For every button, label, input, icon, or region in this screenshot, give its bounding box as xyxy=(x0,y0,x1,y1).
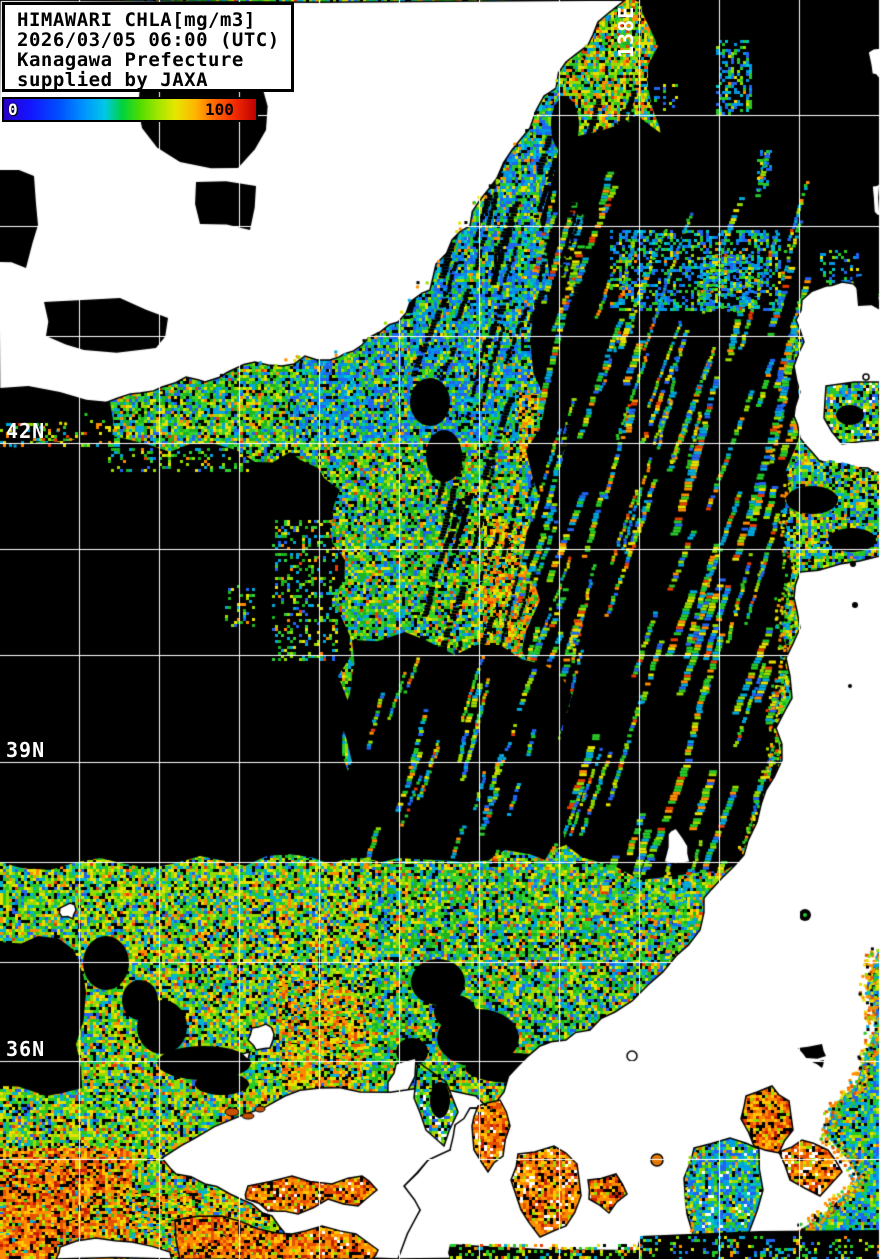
map-title-datetime: 2026/03/05 06:00 (UTC) xyxy=(17,29,280,51)
gridline-label-42n: 42N xyxy=(6,419,46,443)
colorbar: 0 100 xyxy=(2,97,258,122)
gridline-label-39n: 39N xyxy=(6,738,46,762)
colorbar-gradient xyxy=(4,99,256,120)
map-title-region: Kanagawa Prefecture xyxy=(17,49,244,71)
colorbar-min-label: 0 xyxy=(8,100,18,119)
map-title-box: HIMAWARI CHLA[mg/m3] 2026/03/05 06:00 (U… xyxy=(2,2,294,92)
map-title-product: HIMAWARI CHLA[mg/m3] xyxy=(17,9,256,31)
colorbar-max-label: 100 xyxy=(205,100,234,119)
map-title-credit: supplied by JAXA xyxy=(17,69,209,91)
gridline-label-138e: 138E xyxy=(614,5,638,58)
gridline-label-36n: 36N xyxy=(6,1037,46,1061)
